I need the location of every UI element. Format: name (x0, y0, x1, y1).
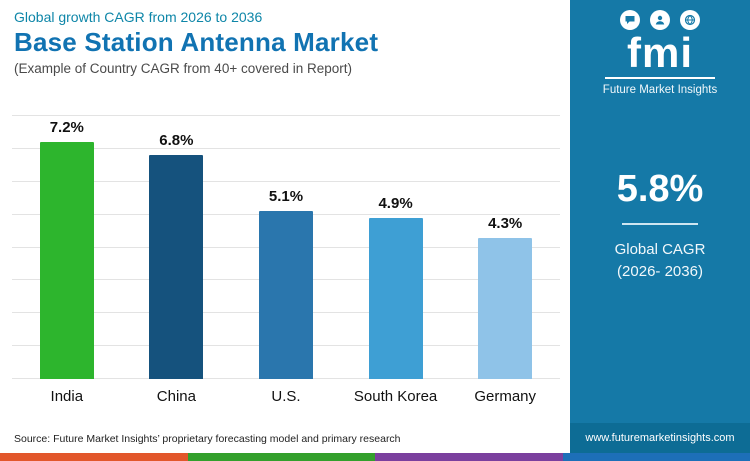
chart-header: Global growth CAGR from 2026 to 2036 Bas… (0, 0, 570, 76)
globe-icon (680, 10, 700, 30)
category-label: U.S. (271, 388, 301, 405)
category-label: South Korea (353, 388, 438, 405)
bar (258, 211, 313, 379)
gridline (12, 115, 560, 116)
bar-chart: 7.2% 6.8% 5.1% 4.9% 4.3% India China U.S. South… (12, 102, 560, 405)
category-label: India (50, 388, 84, 405)
bar-group-u-s-: 5.1% (231, 116, 341, 379)
bar (478, 237, 533, 379)
website-bar: www.futuremarketinsights.com (570, 423, 750, 453)
bottom-color-stripe (0, 453, 750, 461)
chart-subtitle: (Example of Country CAGR from 40+ covere… (14, 61, 353, 76)
bar (149, 155, 204, 379)
stripe-segment (375, 453, 563, 461)
page-title: Base Station Antenna Market (14, 27, 379, 57)
fmi-logo: fmi Future Market Insights (603, 10, 717, 96)
stripe-segment (187, 453, 375, 461)
source-note: Source: Future Market Insights’ propriet… (14, 433, 401, 445)
value-label: 4.3% (488, 214, 523, 232)
bar-group-india: 7.2% (12, 116, 122, 379)
chart-kicker: Global growth CAGR from 2026 to 2036 (14, 9, 263, 25)
bars-row: 7.2% 6.8% 5.1% 4.9% 4.3% (12, 116, 560, 379)
chart-panel: Global growth CAGR from 2026 to 2036 Bas… (0, 0, 570, 445)
plot-area: 7.2% 6.8% 5.1% 4.9% 4.3% (12, 115, 560, 379)
value-label: 4.9% (378, 194, 413, 212)
website-link[interactable]: www.futuremarketinsights.com (585, 432, 735, 444)
category-row: India China U.S. South Korea Germany (12, 388, 560, 405)
stat-label: Global CAGR (2026- 2036) (615, 239, 706, 283)
brand-sidebar: fmi Future Market Insights 5.8% Global C… (570, 0, 750, 453)
bar-group-germany: 4.3% (450, 116, 560, 379)
stat-divider (622, 223, 698, 225)
global-cagr-stat: 5.8% Global CAGR (2026- 2036) (615, 168, 706, 283)
bar (368, 217, 423, 379)
value-label: 6.8% (159, 132, 194, 150)
category-label: China (156, 388, 196, 405)
fmi-logo-icons (620, 10, 700, 30)
fmi-logo-text: fmi (627, 29, 693, 76)
bar-group-south-korea: 4.9% (341, 116, 451, 379)
stat-label-line2: (2026- 2036) (617, 262, 703, 280)
chat-bubble-icon (620, 10, 640, 30)
value-label: 5.1% (268, 188, 304, 206)
person-icon (650, 10, 670, 30)
stat-label-line1: Global CAGR (614, 241, 706, 258)
stat-value: 5.8% (616, 168, 704, 210)
fmi-logo-underline (605, 77, 715, 79)
stripe-segment (0, 453, 188, 461)
stripe-segment (562, 453, 750, 461)
value-label: 7.2% (49, 119, 84, 137)
category-label: Germany (474, 388, 537, 405)
bar (39, 142, 94, 379)
bar-group-china: 6.8% (122, 116, 232, 379)
gridline (12, 147, 560, 149)
gridline (12, 180, 560, 182)
fmi-logo-caption: Future Market Insights (602, 84, 718, 96)
